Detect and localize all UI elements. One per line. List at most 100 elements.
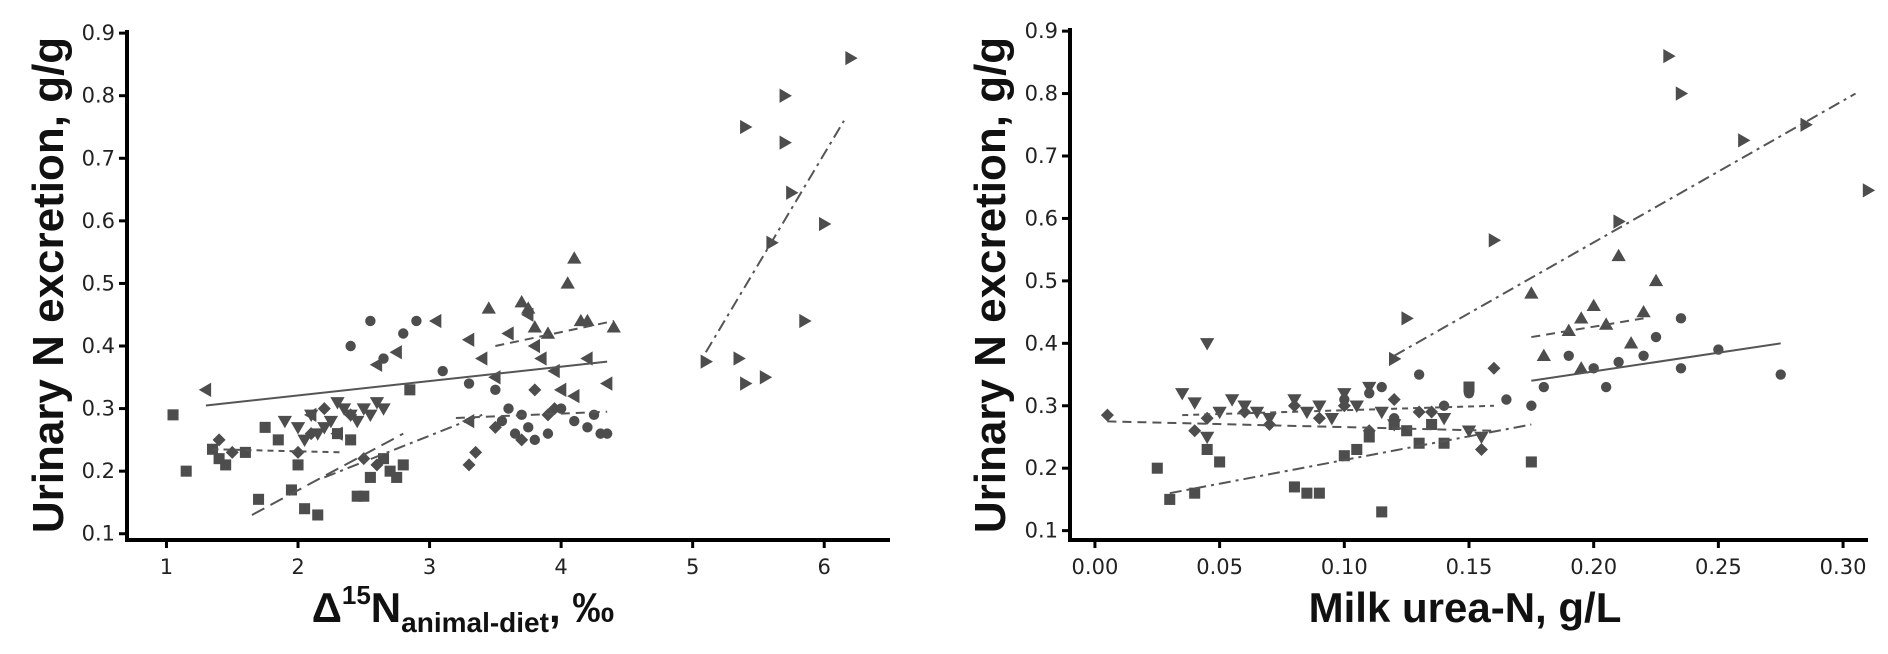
data-point-square <box>239 446 251 458</box>
data-point-diamond <box>1200 411 1214 425</box>
data-point-square <box>345 434 357 446</box>
data-point-triangle-down <box>1187 397 1202 410</box>
data-point-square <box>351 490 363 502</box>
data-point-triangle-left <box>553 382 567 397</box>
data-point-square <box>1426 418 1438 431</box>
y-tick-label: 0.1 <box>1025 519 1058 543</box>
data-point-triangle-right <box>1401 311 1414 326</box>
data-point-triangle-down <box>1312 400 1327 413</box>
data-point-circle <box>1501 394 1512 405</box>
data-point-diamond <box>1487 361 1501 375</box>
data-point-triangle-down <box>290 422 306 435</box>
fit-line-triangle-right <box>704 120 845 353</box>
data-point-triangle-left <box>527 338 541 354</box>
data-point-circle <box>1438 400 1450 411</box>
data-point-triangle-right <box>1613 214 1626 229</box>
data-point-square <box>358 490 370 502</box>
data-point-triangle-right <box>1800 117 1813 132</box>
data-point-circle <box>490 384 501 396</box>
data-point-triangle-down <box>1175 388 1190 401</box>
data-point-triangle-left <box>428 313 442 329</box>
right-y-axis-title: Urinary N excretion, g/g <box>966 37 1015 533</box>
data-point-circle <box>529 434 541 446</box>
data-point-triangle-down <box>1324 413 1339 426</box>
data-point-triangle-down <box>1299 406 1315 420</box>
data-point-circle <box>509 428 521 439</box>
data-point-diamond <box>357 452 371 466</box>
left-chart-marks <box>167 51 858 521</box>
data-point-triangle-up <box>580 313 595 327</box>
data-point-square <box>384 465 396 477</box>
y-tick-label: 0.1 <box>82 522 115 546</box>
data-point-square <box>1438 437 1450 449</box>
data-point-triangle-right <box>779 135 792 150</box>
series-triangle-left <box>198 307 613 441</box>
data-point-triangle-right <box>1675 86 1689 101</box>
fit-line-diamond <box>1107 420 1494 432</box>
data-point-square <box>1351 443 1363 455</box>
data-point-triangle-down <box>1461 425 1477 438</box>
x-tick-label: 5 <box>686 555 699 579</box>
data-point-triangle-down <box>310 428 325 441</box>
data-point-diamond <box>212 433 226 447</box>
data-point-triangle-right <box>733 351 746 366</box>
y-tick-label: 0.8 <box>1025 82 1058 106</box>
series-triangle-down <box>277 397 391 448</box>
data-point-triangle-down <box>350 415 365 429</box>
data-point-diamond <box>317 402 331 416</box>
data-point-diamond <box>469 445 483 459</box>
data-point-circle <box>601 428 613 439</box>
data-point-circle <box>1650 331 1662 343</box>
data-point-triangle-up <box>606 320 621 333</box>
x-tick-label: 0.00 <box>1072 555 1119 579</box>
y-tick-label: 0.6 <box>82 209 115 233</box>
data-point-diamond <box>528 383 542 397</box>
x-tick-label: 0.10 <box>1321 555 1368 579</box>
data-point-diamond <box>462 458 476 472</box>
x-tick-label: 0.05 <box>1196 555 1243 579</box>
series-triangle-down <box>1175 338 1489 445</box>
data-point-diamond <box>1312 411 1326 425</box>
data-point-triangle-right <box>1488 233 1502 248</box>
data-point-triangle-down <box>1349 400 1364 413</box>
x-tick-label: 3 <box>423 555 436 579</box>
data-point-triangle-left <box>198 382 212 397</box>
data-point-triangle-right <box>1663 48 1676 64</box>
data-point-triangle-down <box>297 434 312 448</box>
data-point-square <box>1201 443 1213 455</box>
data-point-square <box>259 421 271 433</box>
data-point-triangle-right <box>759 370 773 385</box>
x-tick-label: 0.25 <box>1695 555 1742 579</box>
fit-line-triangle-right <box>1393 92 1857 357</box>
left-x-axis-title: Δ15Nanimal-diet, ‰ <box>312 580 615 638</box>
right-chart-marks <box>1100 48 1876 518</box>
data-point-triangle-down <box>1200 431 1215 445</box>
data-point-triangle-down <box>1287 394 1302 407</box>
data-point-triangle-right <box>799 313 812 329</box>
fit-line-triangle-left <box>205 360 608 407</box>
data-point-triangle-left <box>330 426 343 441</box>
fit-line-triangle-down <box>1182 404 1494 417</box>
data-point-circle <box>582 422 593 433</box>
series-triangle-right <box>1388 48 1876 367</box>
data-point-square <box>312 509 324 521</box>
data-point-circle <box>1463 388 1475 399</box>
y-tick-label: 0.4 <box>1025 331 1058 355</box>
data-point-diamond <box>1425 405 1439 419</box>
data-point-circle <box>1600 381 1612 393</box>
data-point-triangle-down <box>277 415 293 429</box>
data-point-triangle-down <box>1200 338 1215 351</box>
data-point-circle <box>1675 363 1687 374</box>
data-point-square <box>1525 456 1537 468</box>
data-point-circle <box>496 415 508 427</box>
data-point-square <box>404 384 416 396</box>
data-point-triangle-down <box>317 422 332 435</box>
data-point-triangle-right <box>766 235 779 250</box>
data-point-circle <box>1563 350 1574 362</box>
right-chart-fit-lines <box>1107 92 1857 495</box>
data-point-circle <box>1538 381 1550 393</box>
data-point-circle <box>463 378 475 389</box>
data-point-triangle-left <box>475 351 488 366</box>
data-point-square <box>220 459 232 471</box>
x-tick-label: 1 <box>160 555 173 579</box>
